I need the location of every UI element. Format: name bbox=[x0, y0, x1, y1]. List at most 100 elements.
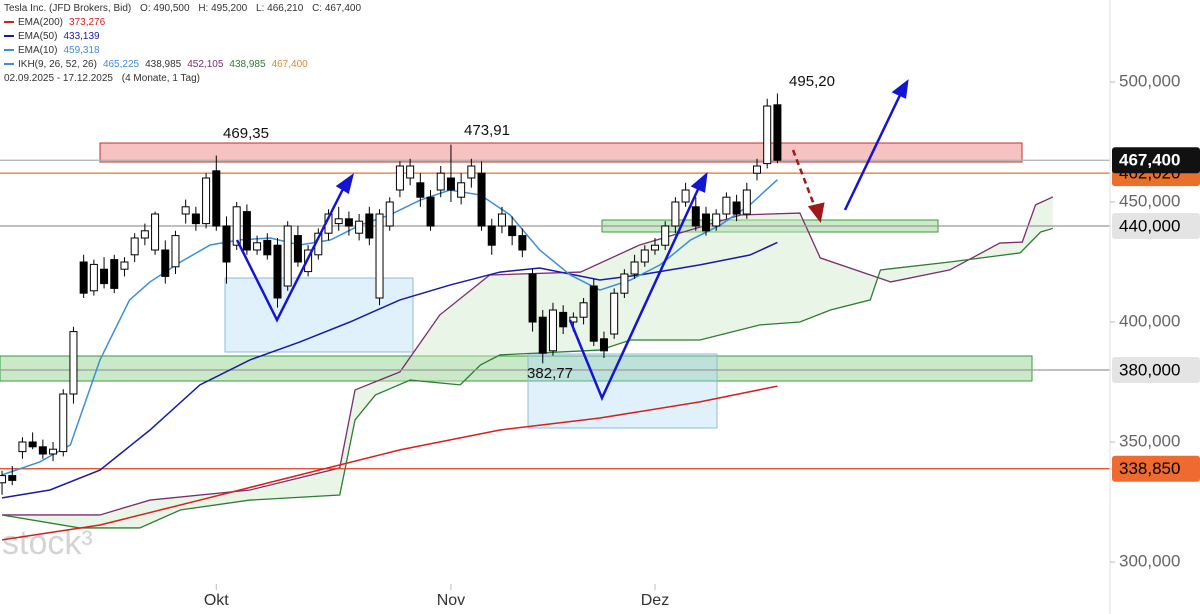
candle-body bbox=[548, 309, 557, 352]
candle-body bbox=[181, 206, 190, 215]
price-level-label: 467,400 bbox=[1119, 151, 1180, 170]
candle-body bbox=[365, 213, 374, 239]
candle-body bbox=[283, 225, 292, 287]
candle-body bbox=[344, 218, 353, 227]
legend-swatch bbox=[4, 63, 14, 66]
arrow-head bbox=[335, 173, 355, 194]
candle-body bbox=[650, 244, 659, 251]
candle-body bbox=[753, 165, 762, 174]
ikh-line bbox=[2, 196, 1054, 516]
candle-body bbox=[538, 316, 547, 354]
candle-body bbox=[477, 172, 486, 227]
candle-body bbox=[426, 196, 435, 227]
y-tick-label: 300,000 bbox=[1119, 551, 1180, 570]
legend-value: 433,139 bbox=[63, 31, 100, 42]
watermark: stock³ bbox=[2, 524, 93, 562]
legend-name: EMA(10) bbox=[18, 45, 58, 56]
y-tick-label: 400,000 bbox=[1119, 311, 1180, 330]
candle-body bbox=[518, 235, 527, 251]
candle-body bbox=[722, 196, 731, 215]
candle-body bbox=[640, 249, 649, 263]
ema-line bbox=[1, 385, 778, 541]
candle-body bbox=[28, 441, 37, 448]
arrow-head bbox=[807, 202, 825, 223]
candle-body bbox=[446, 177, 455, 191]
candle-body bbox=[334, 218, 343, 225]
candle-body bbox=[273, 244, 282, 299]
candle-body bbox=[487, 225, 496, 246]
candle-body bbox=[38, 446, 47, 455]
annotation: 382,77 bbox=[527, 365, 573, 382]
candle-body bbox=[528, 273, 537, 323]
candle-body bbox=[49, 448, 58, 455]
arrow-head bbox=[690, 171, 708, 193]
candle-body bbox=[497, 213, 506, 227]
arrow-path bbox=[843, 92, 903, 211]
candle-body bbox=[406, 165, 415, 179]
candle-body bbox=[467, 165, 476, 179]
price-level-label: 338,850 bbox=[1119, 459, 1180, 478]
y-tick-label: 350,000 bbox=[1119, 431, 1180, 450]
arrows bbox=[235, 79, 909, 402]
legend-name: EMA(50) bbox=[18, 31, 58, 42]
y-tick-label: 500,000 bbox=[1119, 71, 1180, 90]
ohlc: O: 490,500 bbox=[140, 3, 190, 14]
candle-body bbox=[742, 189, 751, 215]
period-note: (4 Monate, 1 Tag) bbox=[121, 73, 200, 84]
candle-body bbox=[191, 213, 200, 225]
legend-swatch bbox=[4, 21, 14, 24]
candle-body bbox=[671, 201, 680, 227]
candle-body bbox=[263, 239, 272, 256]
candle-body bbox=[100, 268, 109, 285]
legend-name: EMA(200) bbox=[18, 17, 64, 28]
candle-body bbox=[579, 302, 588, 318]
candle-body bbox=[222, 225, 231, 263]
arrow-path bbox=[568, 184, 702, 402]
legend-value: 465,225 bbox=[102, 59, 140, 70]
legend-value: 459,318 bbox=[63, 45, 100, 56]
price-level-box bbox=[1112, 213, 1200, 240]
legend-swatch bbox=[4, 49, 14, 52]
candle-body bbox=[681, 189, 690, 203]
resistance-zone bbox=[99, 142, 1023, 163]
legend-swatch bbox=[4, 35, 14, 38]
price-level-label: 380,000 bbox=[1119, 360, 1180, 379]
candle-body bbox=[8, 475, 17, 481]
candle-body bbox=[79, 261, 88, 294]
legend-value: 467,400 bbox=[271, 59, 308, 70]
candle-body bbox=[416, 182, 425, 198]
x-tick-label: Okt bbox=[204, 592, 229, 609]
legend-name: IKH(9, 26, 52, 26) bbox=[18, 59, 97, 70]
candle-body bbox=[589, 285, 598, 342]
support-zone bbox=[0, 355, 1033, 382]
price-level-box bbox=[1112, 147, 1200, 174]
candle-body bbox=[293, 235, 302, 263]
price-level-box bbox=[1112, 455, 1200, 482]
candle-body bbox=[661, 225, 670, 246]
candle-body bbox=[161, 249, 170, 277]
candle-body bbox=[385, 201, 394, 227]
arrow-head bbox=[891, 79, 909, 99]
candle-body bbox=[212, 170, 221, 227]
arrow-path bbox=[235, 184, 347, 323]
annotation: 469,35 bbox=[223, 125, 269, 142]
pattern-box bbox=[527, 353, 718, 429]
ikh-line bbox=[1, 227, 1054, 529]
candle-body bbox=[151, 213, 160, 251]
candle-body bbox=[457, 182, 466, 198]
candle-body bbox=[140, 230, 149, 239]
price-level-label: 440,000 bbox=[1119, 216, 1180, 235]
candle-body bbox=[202, 177, 211, 225]
candle-body bbox=[701, 213, 710, 232]
candle-body bbox=[59, 393, 68, 453]
annotation: 495,20 bbox=[789, 73, 835, 90]
ohlc: C: 467,400 bbox=[312, 3, 362, 14]
arrow-path bbox=[791, 149, 818, 211]
candle-body bbox=[69, 331, 78, 395]
candle-body bbox=[130, 237, 139, 256]
ohlc: L: 466,210 bbox=[256, 3, 304, 14]
legend-value: 373,276 bbox=[69, 17, 106, 28]
candle-body bbox=[732, 201, 741, 215]
